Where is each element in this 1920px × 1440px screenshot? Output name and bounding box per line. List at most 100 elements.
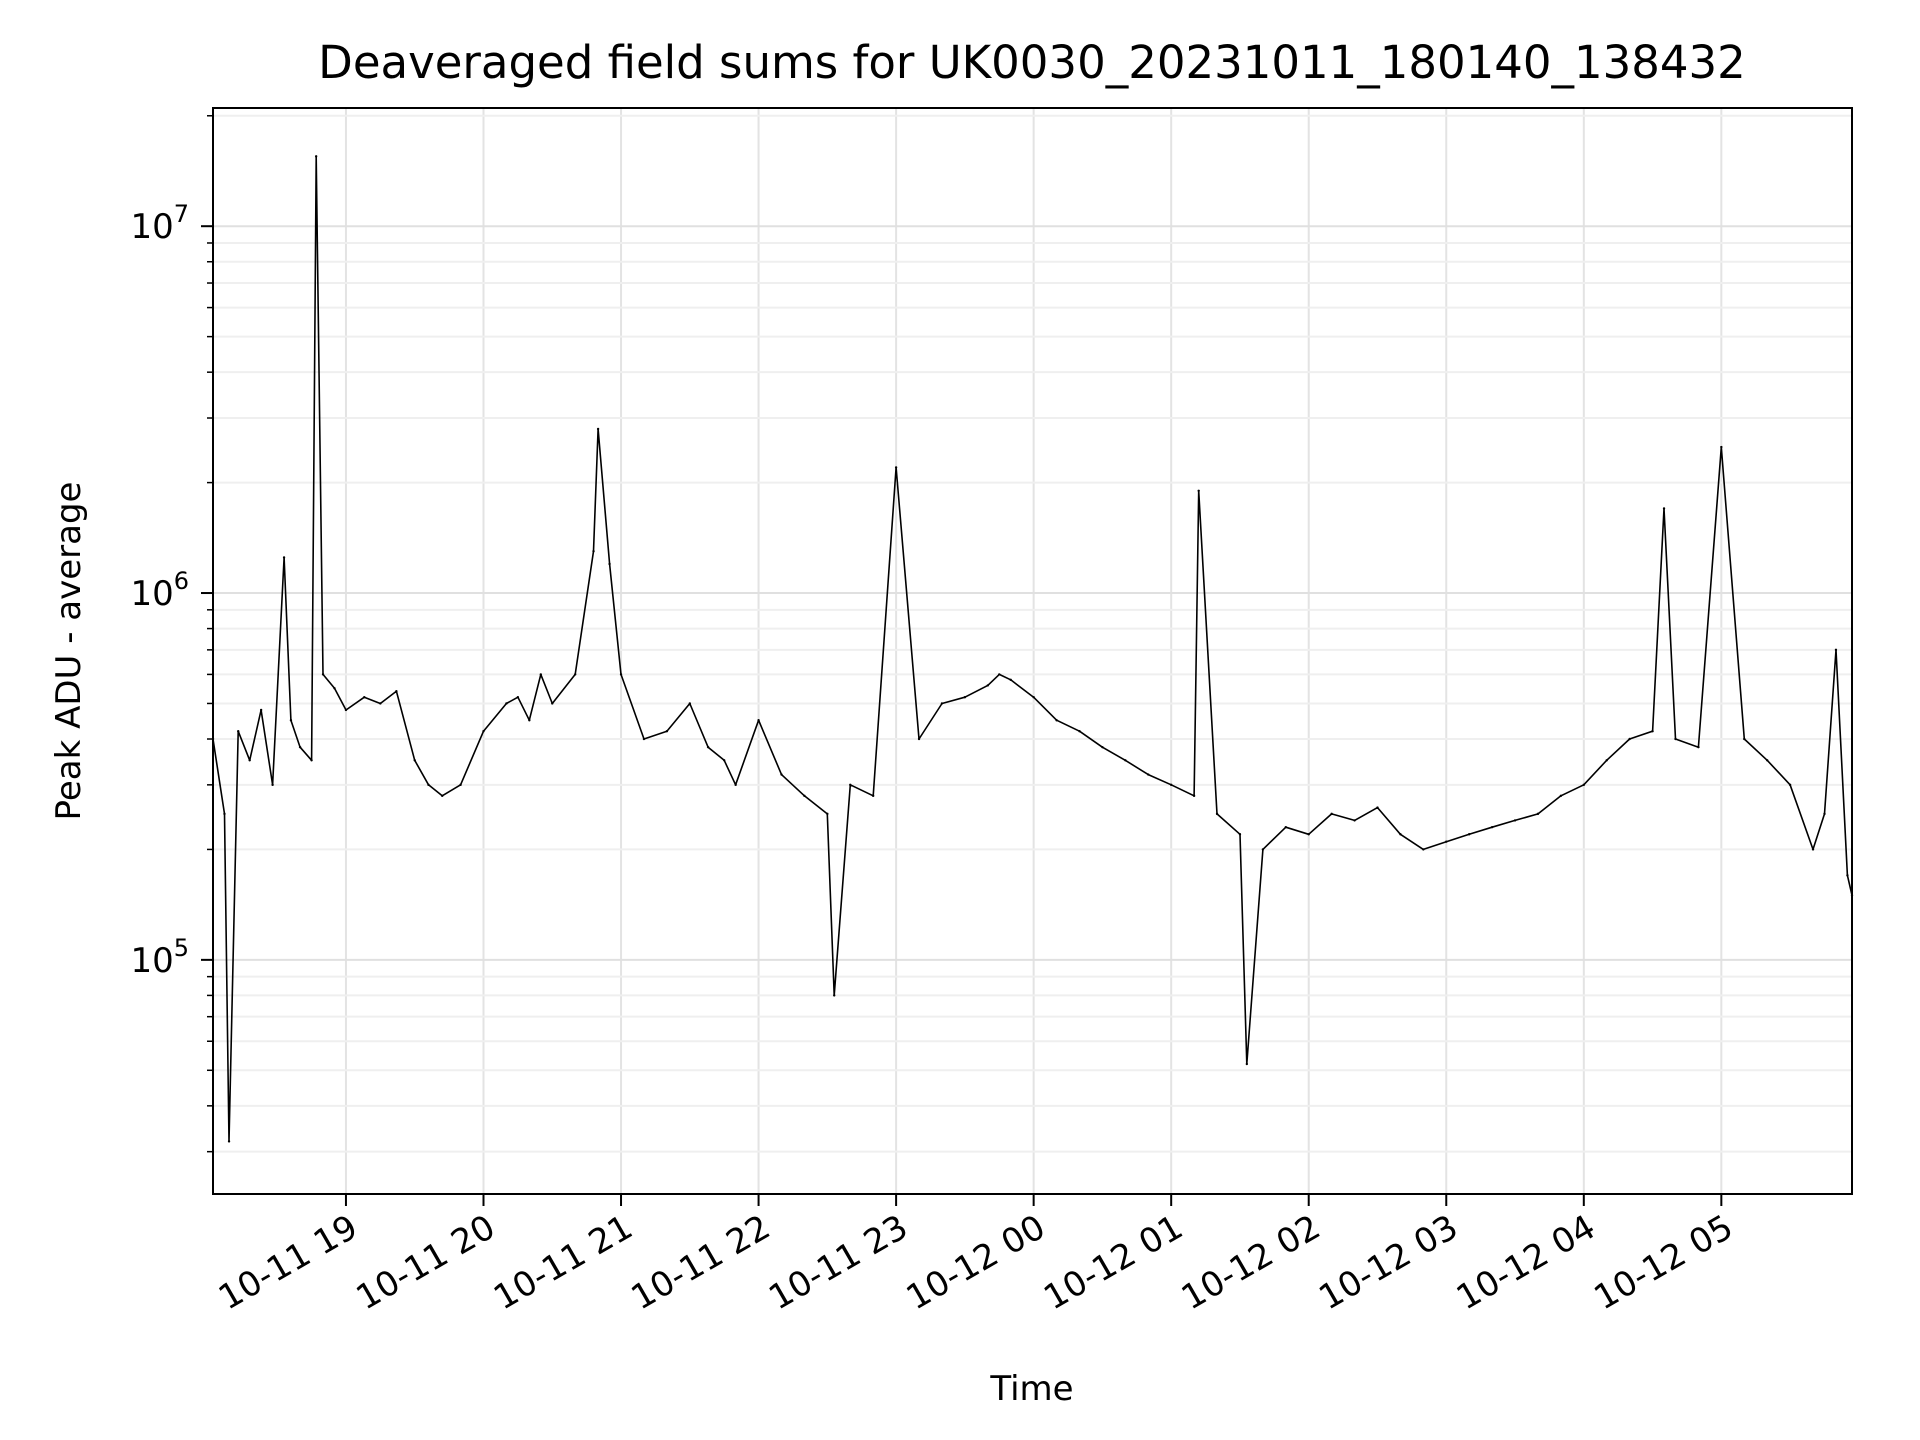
data-point <box>289 719 293 722</box>
data-point <box>833 994 836 997</box>
data-point <box>1536 812 1540 816</box>
data-point <box>551 702 554 705</box>
data-point <box>1399 833 1402 836</box>
y-tick-exponent: 7 <box>174 200 189 228</box>
data-point <box>940 702 944 705</box>
data-point <box>1743 737 1746 741</box>
y-tick-label: 105 <box>130 934 189 981</box>
data-point <box>1846 874 1849 877</box>
y-tick-base: 10 <box>130 207 173 247</box>
data-point <box>1788 783 1792 787</box>
data-point <box>963 696 967 699</box>
data-point <box>706 745 710 749</box>
data-point <box>734 783 737 787</box>
data-point <box>1169 783 1173 787</box>
data-point <box>986 684 989 687</box>
data-point <box>1834 648 1838 652</box>
data-point <box>413 759 416 762</box>
data-point <box>314 155 318 158</box>
data-point <box>688 702 691 705</box>
data-point <box>1445 840 1448 843</box>
data-point <box>344 708 348 712</box>
data-point <box>1674 737 1677 741</box>
data-point <box>1101 745 1104 749</box>
data-point <box>298 745 302 749</box>
data-point <box>1811 848 1815 851</box>
data-point <box>1376 806 1379 809</box>
data-point <box>427 783 430 787</box>
series-layer <box>211 155 1854 1143</box>
y-tick-exponent: 5 <box>174 934 189 962</box>
data-point <box>1192 794 1196 798</box>
data-point <box>1284 825 1288 829</box>
y-tick-label: 107 <box>130 200 189 247</box>
data-point <box>1307 833 1310 836</box>
data-point <box>871 794 875 798</box>
data-point <box>395 689 398 693</box>
data-point <box>803 794 806 798</box>
data-point <box>459 783 462 787</box>
data-point <box>441 794 444 798</box>
data-point <box>1245 1062 1249 1066</box>
data-point <box>619 673 623 676</box>
data-point <box>321 673 325 676</box>
data-point <box>917 737 921 741</box>
data-point <box>1238 833 1242 836</box>
data-point <box>282 556 286 559</box>
data-point <box>1197 489 1200 492</box>
chart-title: Deaveraged field sums for UK0030_2023101… <box>318 36 1746 89</box>
data-point <box>1662 507 1666 510</box>
data-point <box>237 730 240 733</box>
data-point <box>1422 848 1425 851</box>
data-point <box>573 673 577 676</box>
data-point <box>1330 812 1333 816</box>
data-point <box>482 730 485 733</box>
y-axis-label: Peak ADU - average <box>49 482 89 821</box>
grid <box>213 108 1852 1194</box>
y-tick-base: 10 <box>130 574 173 614</box>
data-point <box>1559 794 1563 798</box>
data-point <box>757 719 760 722</box>
data-point <box>1055 719 1058 722</box>
data-point <box>998 673 1001 676</box>
data-point <box>539 673 542 676</box>
data-point <box>1353 819 1356 822</box>
data-point <box>1720 445 1723 449</box>
data-point <box>1261 848 1265 851</box>
data-point <box>1628 737 1631 741</box>
data-point <box>1765 759 1769 762</box>
y-tick-exponent: 6 <box>174 567 189 595</box>
data-point <box>333 687 336 690</box>
data-point <box>1605 759 1608 762</box>
data-point <box>1078 730 1081 733</box>
data-point <box>223 812 226 816</box>
data-point <box>379 702 382 705</box>
y-tick-base: 10 <box>130 941 173 981</box>
data-point <box>1513 819 1517 822</box>
data-point <box>516 696 520 699</box>
data-point <box>1697 745 1700 749</box>
data-point <box>1823 812 1826 816</box>
data-point <box>259 708 263 712</box>
data-point <box>1032 696 1035 699</box>
data-point <box>1582 783 1586 787</box>
data-point <box>227 1140 231 1143</box>
data-point <box>271 783 274 787</box>
data-point <box>1467 833 1471 836</box>
data-point <box>528 719 531 722</box>
data-point <box>1009 678 1012 682</box>
data-point <box>780 773 783 776</box>
x-axis-label: Time <box>989 1369 1073 1409</box>
data-point <box>722 759 726 762</box>
data-point <box>608 562 611 566</box>
data-point <box>310 759 313 762</box>
data-point <box>665 730 669 733</box>
data-point <box>642 737 646 741</box>
data-point <box>596 427 600 431</box>
data-point <box>363 696 366 699</box>
plot-frame <box>212 107 1853 1195</box>
data-point <box>826 812 829 816</box>
data-point <box>1147 773 1150 776</box>
